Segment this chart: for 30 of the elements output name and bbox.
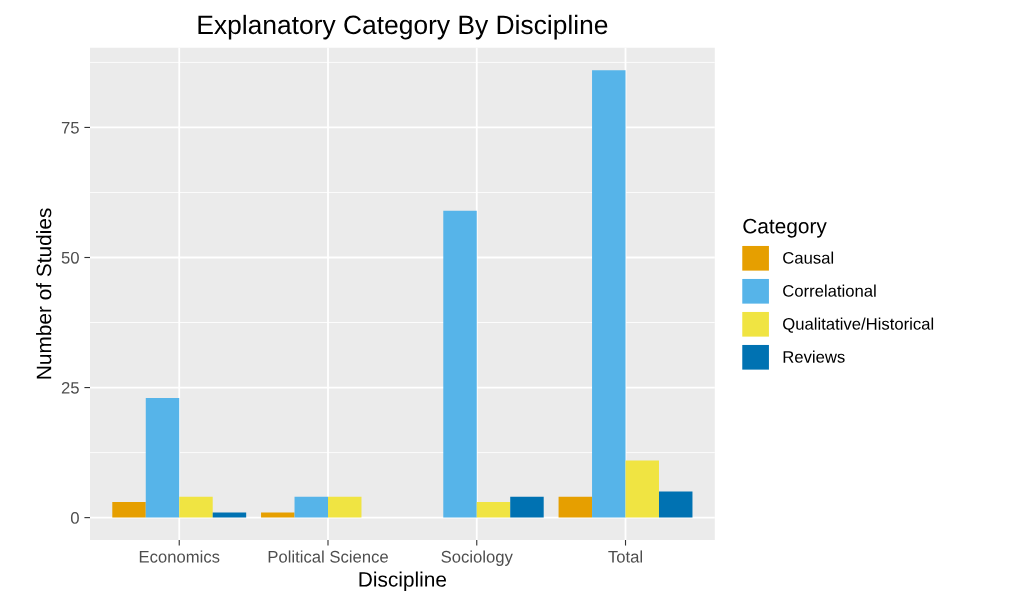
- bar: [476, 502, 511, 518]
- bar: [212, 512, 247, 518]
- x-tick-label: Political Science: [268, 550, 388, 563]
- x-tick-label: Economics: [139, 550, 220, 563]
- chart-title: Explanatory Category By Discipline: [198, 14, 608, 40]
- bar: [179, 496, 213, 518]
- legend-label: Reviews: [783, 350, 845, 363]
- bar: [592, 70, 626, 518]
- x-tick-label: Total: [608, 550, 643, 563]
- y-axis-title: Number of Studies: [36, 208, 52, 379]
- legend-title: Category: [743, 218, 827, 238]
- legend-label: Qualitative/Historical: [783, 317, 934, 333]
- bar: [510, 496, 544, 518]
- bar: [328, 496, 362, 518]
- bar: [658, 491, 693, 518]
- y-tick-label: 75: [61, 122, 79, 134]
- bar: [443, 210, 477, 518]
- bar: [294, 496, 328, 518]
- bar: [112, 502, 146, 518]
- bar: [558, 496, 593, 518]
- legend-label: Causal: [783, 251, 834, 264]
- bar: [625, 460, 659, 518]
- y-tick-label: 25: [61, 381, 79, 394]
- y-tick-label: 0: [70, 512, 79, 524]
- y-tick-label: 50: [61, 251, 79, 264]
- legend-label: Correlational: [783, 284, 876, 297]
- x-tick-label: Sociology: [441, 550, 513, 566]
- bar: [261, 512, 295, 518]
- x-axis-title: Discipline: [359, 571, 447, 591]
- bar: [145, 397, 180, 518]
